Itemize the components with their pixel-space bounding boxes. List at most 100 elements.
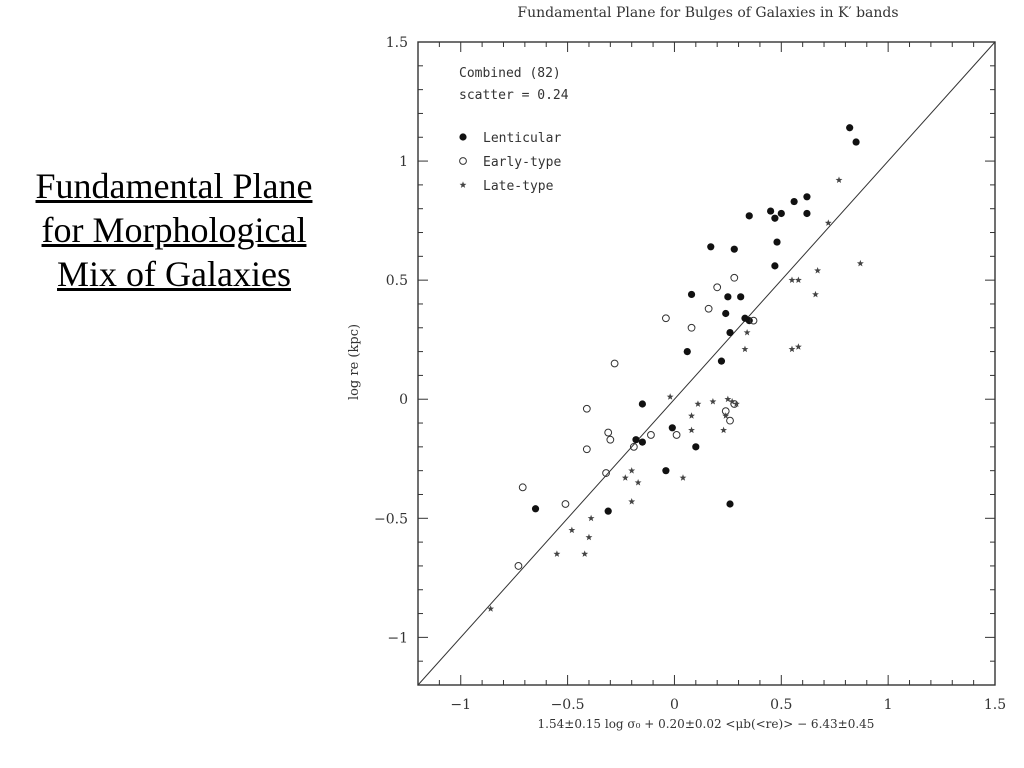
late-type-point — [824, 219, 832, 226]
annotation-scatter: scatter = 0.24 — [459, 88, 569, 103]
late-type-point — [688, 426, 695, 434]
plot-frame — [417, 41, 996, 686]
lenticular-point — [722, 309, 730, 318]
lenticular-point — [687, 290, 696, 299]
legend-label-lenticular: Lenticular — [483, 131, 561, 146]
early-type-point — [518, 483, 527, 492]
late-type-point — [794, 276, 802, 284]
late-type-point — [724, 395, 732, 403]
late-type-point — [487, 605, 495, 612]
late-type-point — [741, 345, 749, 353]
late-type-point — [794, 343, 802, 350]
axis-ticks: −1 −0.5 0 0.5 1 1.5 −1 −0.5 0 0.5 1 1.5 — [374, 35, 1006, 713]
slide-title: Fundamental Plane for Morphological Mix … — [14, 164, 334, 296]
slide-title-line-2: for Morphological — [41, 210, 307, 250]
late-type-point — [621, 474, 629, 481]
slide-title-line-1: Fundamental Plane — [35, 166, 313, 206]
late-type-point — [709, 398, 717, 405]
lenticular-point — [771, 262, 779, 270]
y-tick-label: 0 — [399, 392, 408, 408]
lenticular-point — [638, 438, 646, 446]
late-type-point — [720, 426, 728, 434]
lenticular-point — [531, 505, 540, 513]
x-tick-label: −0.5 — [551, 697, 585, 713]
late-type-point — [788, 345, 796, 353]
legend-marker-early-type — [459, 157, 467, 165]
late-type-point — [743, 328, 751, 336]
lenticular-point — [771, 214, 779, 222]
late-type-point — [812, 290, 819, 298]
lenticular-point — [790, 197, 798, 206]
lenticular-point — [803, 209, 811, 218]
lenticular-point — [737, 293, 745, 301]
legend: Lenticular Early-type Late-type — [459, 131, 561, 194]
late-type-point — [634, 478, 642, 486]
early-type-point — [672, 431, 681, 439]
lenticular-point — [692, 443, 700, 451]
y-tick-label: 1.5 — [386, 35, 408, 51]
lenticular-point — [803, 193, 811, 201]
late-type-point — [814, 267, 822, 274]
reference-line — [417, 41, 996, 686]
early-type-point — [726, 416, 734, 425]
late-type-point — [835, 176, 843, 184]
early-type-point — [661, 314, 670, 323]
late-type-point — [568, 526, 576, 534]
lenticular-point — [730, 245, 738, 253]
early-type-point — [582, 445, 591, 454]
early-type-point — [606, 435, 615, 444]
lenticular-point — [724, 293, 732, 301]
late-type-point — [688, 412, 695, 419]
legend-label-late-type: Late-type — [483, 179, 554, 194]
early-type-point — [604, 428, 613, 437]
lenticular-point — [846, 124, 854, 132]
early-type-point — [514, 562, 523, 570]
legend-label-early-type: Early-type — [483, 155, 561, 170]
early-type-point — [713, 283, 722, 292]
legend-marker-lenticular — [459, 133, 467, 141]
y-tick-label: −0.5 — [374, 511, 408, 527]
early-type-point — [582, 404, 591, 413]
lenticular-point — [638, 400, 646, 408]
early-type-point — [561, 500, 570, 508]
early-type-point — [749, 316, 758, 325]
late-type-point — [788, 276, 796, 284]
late-type-point — [728, 398, 736, 405]
late-type-point — [628, 498, 636, 505]
early-type-point — [602, 469, 610, 477]
x-tick-label: 1 — [884, 697, 893, 713]
data-points — [487, 124, 864, 612]
late-type-point — [732, 400, 740, 407]
x-tick-label: −1 — [450, 697, 471, 713]
y-axis-label: log re (kpc) — [347, 324, 362, 400]
early-type-point — [704, 304, 713, 313]
lenticular-point — [726, 500, 734, 508]
lenticular-point — [683, 347, 691, 356]
late-type-point — [628, 467, 636, 474]
late-type-point — [856, 259, 864, 267]
early-type-point — [730, 273, 739, 282]
early-type-point — [687, 323, 696, 332]
y-tick-label: 0.5 — [386, 273, 408, 289]
annotation-combined: Combined (82) — [459, 66, 561, 81]
lenticular-point — [668, 424, 676, 432]
x-tick-label: 0.5 — [770, 697, 792, 713]
early-type-point — [647, 431, 655, 439]
early-type-point — [629, 442, 638, 451]
lenticular-point — [767, 207, 775, 215]
x-axis-label: 1.54±0.15 log σ₀ + 0.20±0.02 <μb(<re)> −… — [538, 717, 875, 731]
late-type-point — [581, 550, 589, 557]
y-tick-label: 1 — [399, 154, 408, 170]
lenticular-point — [745, 212, 753, 220]
lenticular-point — [707, 243, 715, 251]
early-type-point — [610, 359, 619, 368]
lenticular-point — [773, 238, 781, 246]
chart-title: Fundamental Plane for Bulges of Galaxies… — [517, 5, 898, 21]
late-type-point — [679, 474, 687, 481]
late-type-point — [587, 514, 595, 522]
y-tick-label: −1 — [387, 630, 408, 646]
x-tick-label: 1.5 — [984, 697, 1006, 713]
late-type-point — [722, 412, 730, 419]
late-type-point — [585, 533, 593, 541]
